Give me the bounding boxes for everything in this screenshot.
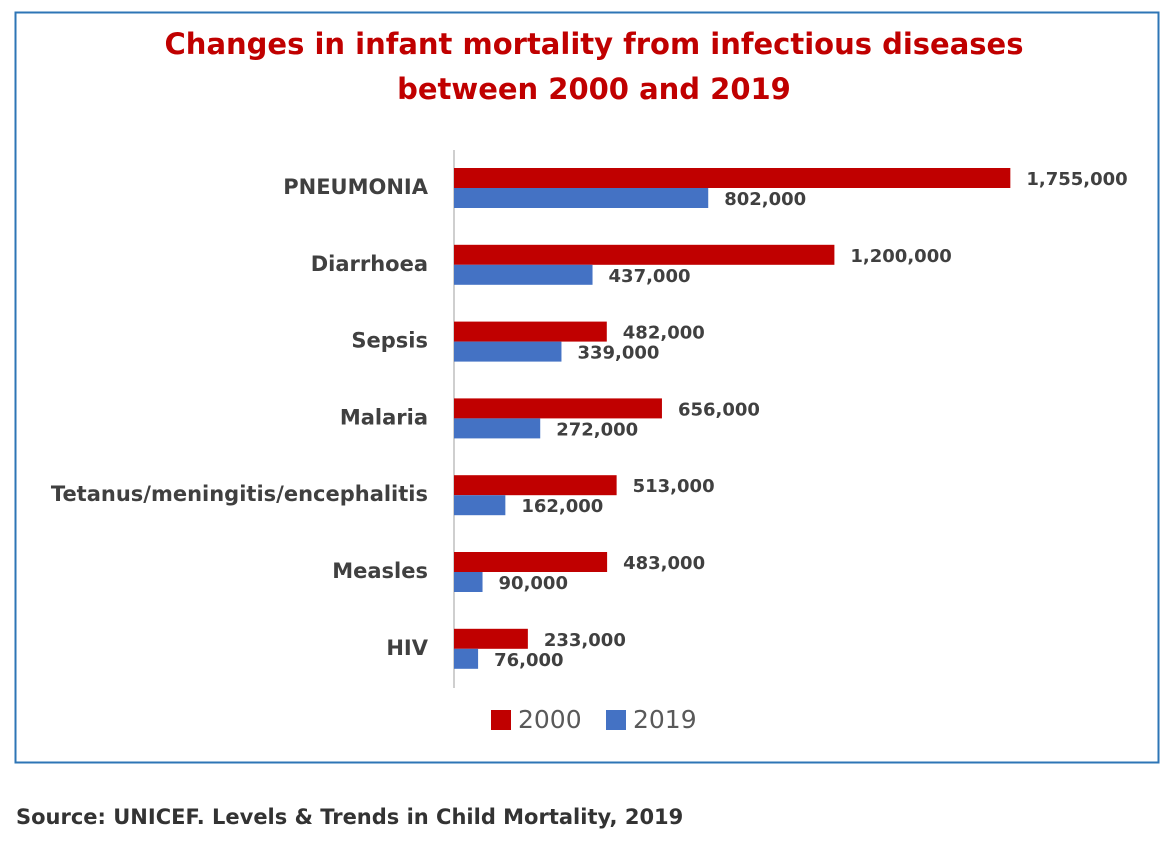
bar bbox=[454, 648, 479, 669]
category-label: Malaria bbox=[340, 405, 428, 429]
category-label: Diarrhoea bbox=[311, 252, 428, 276]
value-label: 1,200,000 bbox=[850, 246, 951, 267]
bar bbox=[454, 398, 662, 419]
value-label: 272,000 bbox=[556, 419, 638, 440]
value-label: 513,000 bbox=[633, 476, 715, 497]
value-label: 483,000 bbox=[623, 553, 705, 574]
chart-title: between 2000 and 2019 bbox=[397, 72, 791, 106]
bar bbox=[454, 418, 541, 439]
bar bbox=[454, 572, 483, 592]
category-label: HIV bbox=[386, 636, 428, 660]
bar bbox=[454, 475, 617, 496]
category-label: Sepsis bbox=[351, 329, 428, 353]
value-label: 90,000 bbox=[499, 573, 568, 594]
category-label: Tetanus/meningitis/encephalitis bbox=[51, 482, 428, 506]
bar bbox=[454, 552, 608, 572]
bar bbox=[454, 321, 607, 342]
legend-swatch bbox=[606, 710, 626, 730]
value-label: 802,000 bbox=[724, 189, 806, 210]
category-label: PNEUMONIA bbox=[283, 175, 429, 199]
value-label: 437,000 bbox=[609, 266, 691, 287]
value-label: 656,000 bbox=[678, 399, 760, 420]
bar bbox=[454, 495, 506, 516]
bar bbox=[454, 244, 835, 265]
value-label: 76,000 bbox=[494, 650, 563, 671]
source-note: Source: UNICEF. Levels & Trends in Child… bbox=[16, 805, 683, 829]
value-label: 162,000 bbox=[521, 496, 603, 517]
bar bbox=[454, 168, 1011, 188]
value-label: 339,000 bbox=[577, 343, 659, 364]
bar bbox=[454, 188, 709, 208]
legend-label: 2019 bbox=[633, 705, 697, 734]
value-label: 233,000 bbox=[544, 630, 626, 651]
value-label: 482,000 bbox=[623, 323, 705, 344]
value-label: 1,755,000 bbox=[1026, 169, 1127, 190]
bar bbox=[454, 264, 593, 285]
category-label: Measles bbox=[332, 559, 428, 583]
legend-label: 2000 bbox=[518, 705, 582, 734]
bar bbox=[454, 628, 528, 649]
chart-title: Changes in infant mortality from infecti… bbox=[165, 27, 1024, 61]
chart-frame bbox=[14, 11, 1160, 764]
legend-swatch bbox=[491, 710, 511, 730]
bar bbox=[454, 341, 562, 362]
